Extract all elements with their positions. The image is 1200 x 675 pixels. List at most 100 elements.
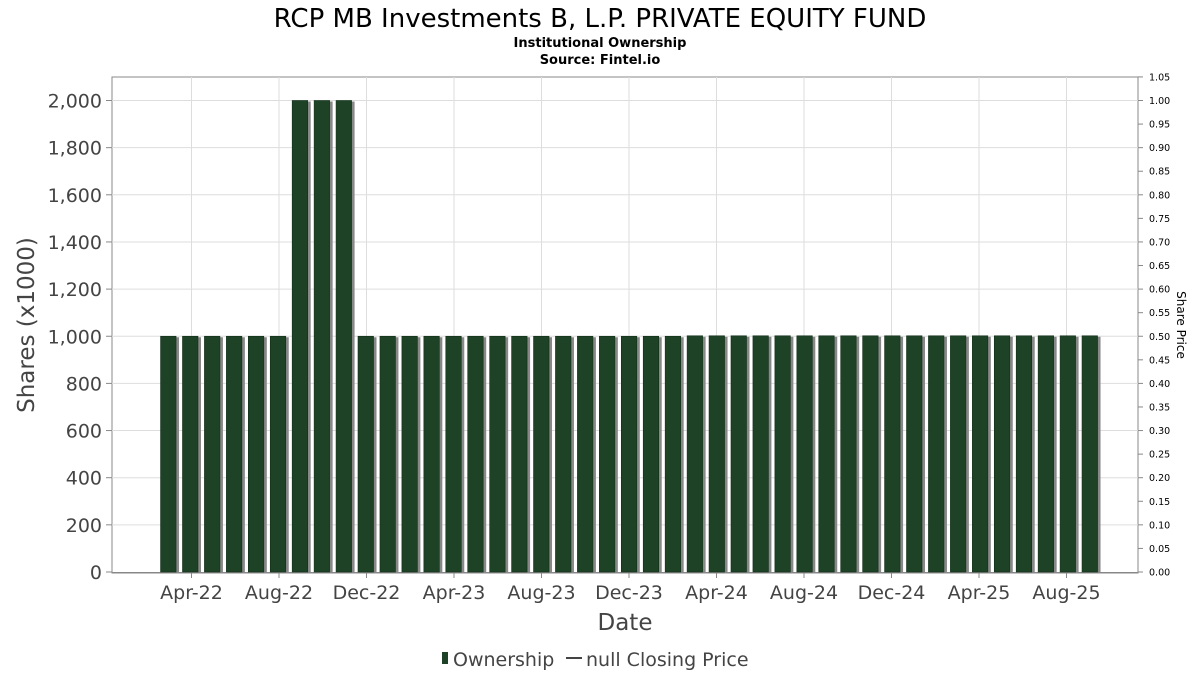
- y2-tick-label: 0.55: [1149, 308, 1170, 319]
- chart-title: RCP MB Investments B, L.P. PRIVATE EQUIT…: [274, 4, 927, 34]
- bar: [204, 335, 221, 573]
- bar: [357, 335, 374, 573]
- bar: [950, 335, 967, 573]
- y2-tick-label: 0.05: [1149, 544, 1170, 555]
- x-tick-label: Aug-25: [1032, 582, 1100, 604]
- bar: [730, 335, 747, 573]
- bar: [401, 335, 418, 573]
- bar: [226, 335, 243, 573]
- x-axis: Apr-22 Aug-22 Dec-22 Apr-23 Aug-23 Dec-23 Apr-…: [160, 573, 1101, 604]
- x-tick-label: Dec-24: [858, 582, 926, 604]
- bar: [708, 335, 725, 573]
- y-tick-label: 1,800: [48, 138, 102, 160]
- y-tick-label: 600: [66, 421, 102, 443]
- bar: [489, 335, 506, 573]
- y2-tick-label: 0.50: [1149, 332, 1170, 343]
- legend: Ownership null Closing Price: [442, 649, 749, 671]
- y2-tick-label: 0.80: [1149, 190, 1170, 201]
- x-tick-label: Aug-23: [507, 582, 575, 604]
- bars: [160, 100, 1101, 573]
- bar: [248, 335, 265, 573]
- bar: [818, 335, 835, 573]
- bar: [599, 335, 616, 573]
- bar: [906, 335, 923, 573]
- y-axis-right: 0.00 0.05 0.10 0.15 0.20 0.25 0.30 0.35 0.40 0.45…: [1138, 72, 1170, 579]
- bar: [620, 335, 638, 573]
- y2-tick-label: 0.85: [1149, 167, 1170, 178]
- legend-ownership-swatch: [442, 652, 448, 664]
- x-tick-label: Dec-22: [333, 582, 401, 604]
- bar: [269, 335, 287, 573]
- y-tick-label: 200: [66, 515, 102, 537]
- y2-tick-label: 0.30: [1149, 426, 1170, 437]
- bar: [423, 335, 440, 573]
- chart-subtitle: Institutional Ownership: [514, 36, 687, 51]
- x-tick-label: Aug-24: [770, 582, 838, 604]
- bar: [379, 335, 396, 573]
- y2-axis-label: Share Price: [1174, 291, 1188, 359]
- x-tick-label: Apr-24: [685, 582, 748, 604]
- y2-tick-label: 1.05: [1149, 72, 1170, 83]
- x-tick-label: Apr-22: [160, 582, 223, 604]
- bar: [577, 335, 594, 573]
- bar: [335, 100, 352, 573]
- bar: [291, 100, 308, 573]
- bar: [774, 335, 791, 573]
- chart-source: Source: Fintel.io: [540, 53, 661, 68]
- bar: [1059, 335, 1076, 573]
- y2-tick-label: 0.90: [1149, 143, 1170, 154]
- y-tick-label: 400: [66, 468, 102, 490]
- y2-tick-label: 1.00: [1149, 96, 1170, 107]
- y2-tick-label: 0.00: [1149, 568, 1170, 579]
- y-tick-label: 800: [66, 373, 102, 395]
- y2-tick-label: 0.70: [1149, 237, 1170, 248]
- y2-tick-label: 0.35: [1149, 402, 1170, 413]
- y2-tick-label: 0.65: [1149, 261, 1170, 272]
- bar: [1015, 335, 1033, 573]
- x-axis-label: Date: [598, 610, 653, 636]
- legend-price-label: null Closing Price: [586, 649, 749, 671]
- y2-tick-label: 0.25: [1149, 450, 1170, 461]
- y-tick-label: 1,400: [48, 232, 102, 254]
- y-tick-label: 0: [90, 562, 102, 584]
- x-tick-label: Apr-23: [423, 582, 486, 604]
- y2-tick-label: 0.45: [1149, 355, 1170, 366]
- y-tick-label: 1,600: [48, 185, 102, 207]
- bar: [1037, 335, 1054, 573]
- bar: [182, 335, 199, 573]
- y2-tick-label: 0.75: [1149, 214, 1170, 225]
- bar: [555, 335, 572, 573]
- x-tick-label: Apr-25: [948, 582, 1011, 604]
- bar: [467, 335, 484, 573]
- bar: [752, 335, 769, 573]
- bar: [445, 335, 462, 573]
- y-tick-label: 2,000: [48, 91, 102, 113]
- bar: [686, 335, 703, 573]
- bar: [796, 335, 813, 573]
- y2-tick-label: 0.10: [1149, 520, 1170, 531]
- bar: [160, 335, 177, 573]
- y-tick-label: 1,000: [48, 326, 102, 348]
- x-tick-label: Dec-23: [595, 582, 663, 604]
- legend-ownership-label: Ownership: [453, 649, 554, 671]
- bar: [642, 335, 660, 573]
- bar: [972, 335, 989, 573]
- bar: [511, 335, 528, 573]
- y-tick-label: 1,200: [48, 279, 102, 301]
- y2-tick-label: 0.15: [1149, 497, 1170, 508]
- bar: [1081, 335, 1098, 573]
- y-axis-left: 0 200 400 600 800 1,000 1,200 1,400 1,600 1,800 2,…: [48, 91, 112, 584]
- y2-tick-label: 0.40: [1149, 379, 1170, 390]
- bar: [993, 335, 1011, 573]
- y2-tick-label: 0.95: [1149, 120, 1170, 131]
- bar: [664, 335, 681, 573]
- bar: [533, 335, 550, 573]
- y2-tick-label: 0.20: [1149, 473, 1170, 484]
- y-axis-label: Shares (x1000): [14, 237, 40, 413]
- bar: [884, 335, 901, 573]
- x-tick-label: Aug-22: [245, 582, 313, 604]
- bar: [928, 335, 945, 573]
- bar: [840, 335, 857, 573]
- y2-tick-label: 0.60: [1149, 285, 1170, 296]
